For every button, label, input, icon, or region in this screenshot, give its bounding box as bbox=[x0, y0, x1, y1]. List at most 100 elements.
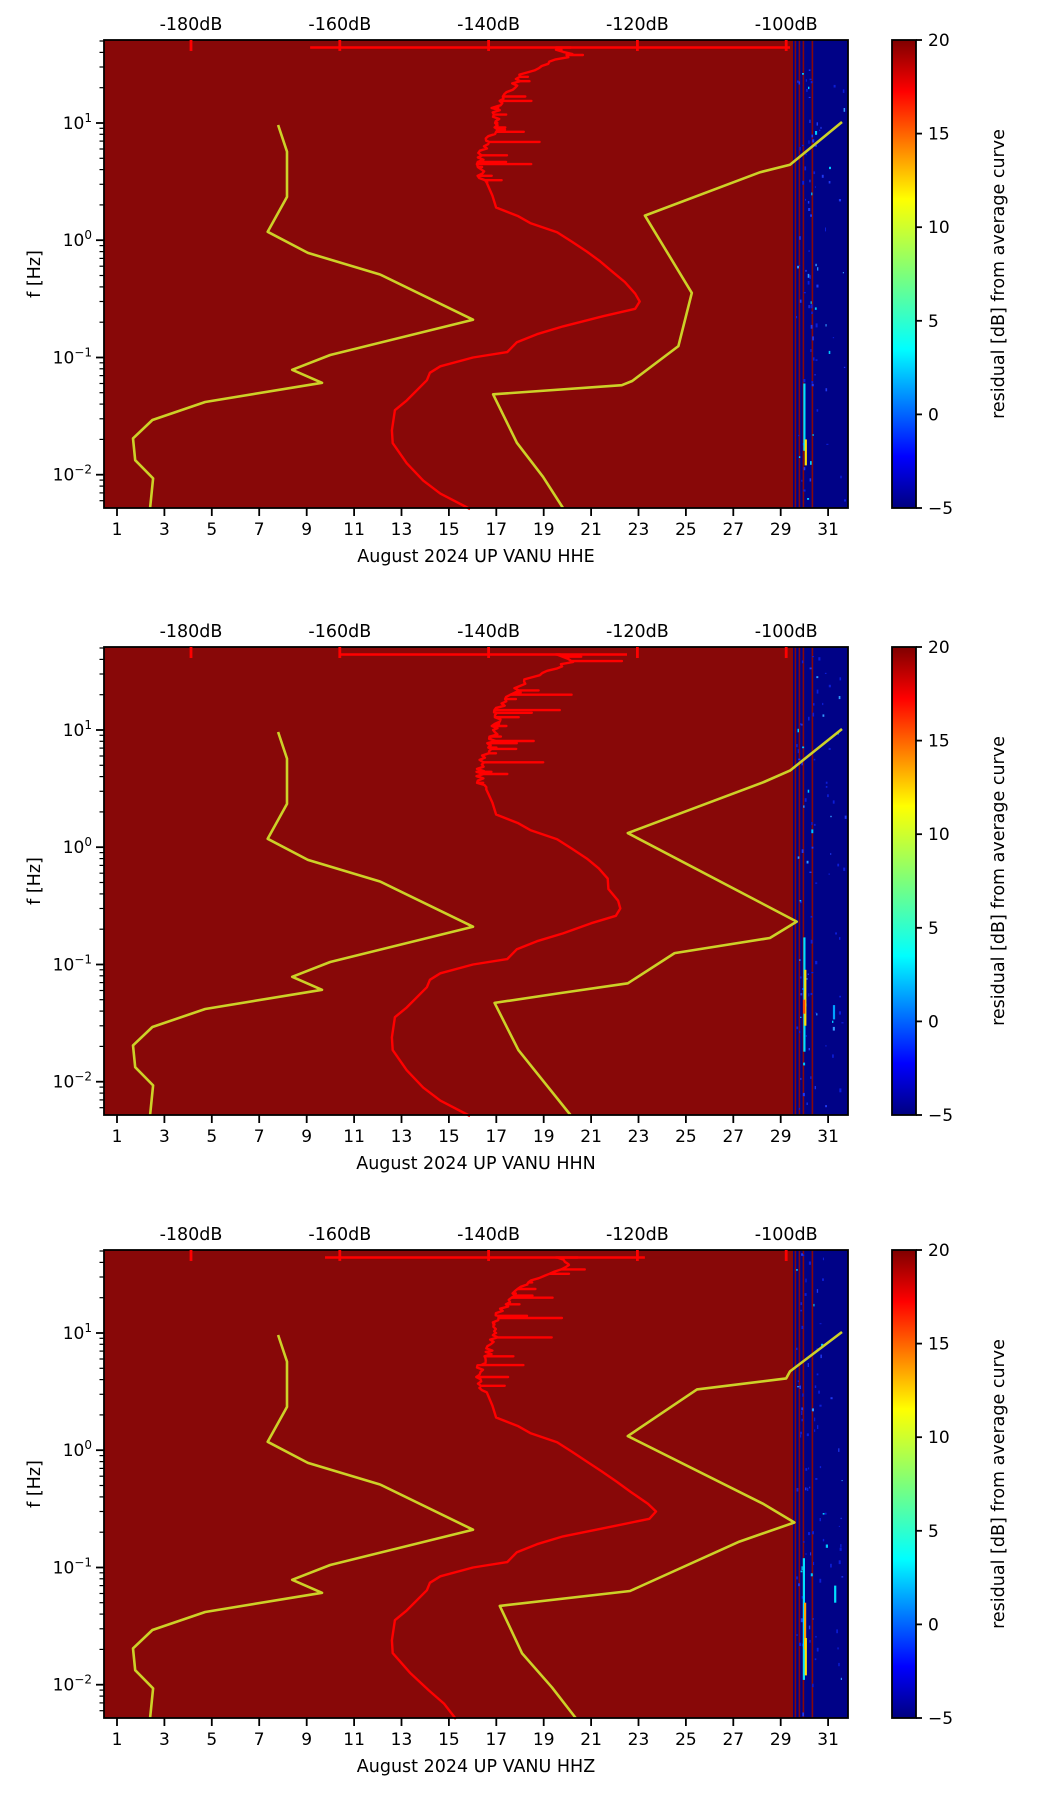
freq-tick-label: 10−1 bbox=[53, 1556, 92, 1579]
day-tick-label: 27 bbox=[722, 520, 744, 540]
band-speck bbox=[816, 284, 819, 288]
colorbar-tick-label: 10 bbox=[928, 1428, 950, 1448]
colorbar-gradient bbox=[892, 1250, 916, 1718]
band-speck bbox=[839, 995, 841, 998]
band-speck bbox=[814, 1658, 817, 1661]
band-speck bbox=[805, 978, 808, 980]
band-speck bbox=[807, 498, 810, 500]
band-speck bbox=[798, 434, 800, 437]
band-speck bbox=[828, 350, 831, 354]
subplot-hhn: -180dB -160dB -140dB -120dB -100dB 1 3 5 7 9 11 13 1… bbox=[0, 607, 1052, 1209]
band-speck bbox=[817, 1425, 819, 1429]
band-speck bbox=[799, 236, 801, 240]
band-speck bbox=[825, 786, 828, 788]
plot-border bbox=[103, 39, 849, 509]
band-speck bbox=[805, 1468, 808, 1471]
band-speck bbox=[808, 86, 810, 90]
band-speck bbox=[809, 78, 812, 81]
band-speck bbox=[796, 316, 798, 319]
band-streak bbox=[804, 969, 807, 1026]
top-db-tick-label: -180dB bbox=[160, 622, 223, 642]
band-speck bbox=[808, 1467, 810, 1470]
band-speck bbox=[808, 305, 810, 309]
band-speck bbox=[816, 676, 819, 679]
colorbar-tick-label: 0 bbox=[928, 405, 939, 425]
band-speck bbox=[815, 131, 818, 135]
band-speck bbox=[819, 1518, 821, 1522]
colorbar-tick-label: 10 bbox=[928, 218, 950, 238]
day-tick-label: 25 bbox=[675, 520, 697, 540]
band-speck bbox=[799, 959, 801, 961]
band-speck bbox=[810, 915, 813, 918]
band-speck bbox=[805, 1035, 807, 1037]
band-speck bbox=[822, 714, 825, 717]
band-speck bbox=[802, 1393, 804, 1397]
day-tick-label: 3 bbox=[159, 1730, 170, 1750]
band-speck bbox=[825, 1544, 828, 1548]
x-axis-label-hhe: August 2024 UP VANU HHE bbox=[357, 547, 595, 567]
band-stripe bbox=[798, 647, 801, 1115]
day-tick-label: 1 bbox=[112, 1127, 123, 1147]
band-speck bbox=[801, 660, 804, 664]
band-speck bbox=[799, 1030, 801, 1034]
top-db-tick-label: -160dB bbox=[308, 15, 371, 35]
y-axis-label: f [Hz] bbox=[25, 250, 45, 298]
day-tick-label: 1 bbox=[112, 520, 123, 540]
band-speck bbox=[799, 900, 802, 902]
band-speck bbox=[828, 873, 830, 875]
band-speck bbox=[808, 1532, 811, 1536]
band-stripe bbox=[802, 1250, 805, 1718]
freq-tick-label: 10−2 bbox=[53, 1070, 92, 1093]
band-speck bbox=[803, 1062, 806, 1066]
band-speck bbox=[844, 499, 846, 502]
band-speck bbox=[807, 280, 810, 285]
band-speck bbox=[844, 815, 847, 819]
band-stripe bbox=[794, 647, 797, 1115]
band-speck bbox=[802, 180, 805, 185]
band-speck bbox=[819, 1466, 822, 1469]
band-speck bbox=[801, 1407, 804, 1411]
band-speck bbox=[819, 1404, 822, 1407]
band-speck bbox=[799, 1642, 802, 1646]
day-tick-label: 15 bbox=[438, 520, 460, 540]
band-speck bbox=[843, 108, 846, 112]
colorbar-tick-label: 20 bbox=[928, 638, 950, 658]
day-tick-label: 25 bbox=[675, 1127, 697, 1147]
freq-tick-label: 10−1 bbox=[53, 346, 92, 369]
freq-tick-label: 100 bbox=[63, 228, 92, 251]
band-speck bbox=[825, 324, 827, 327]
freq-tick-label: 10−2 bbox=[53, 1673, 92, 1696]
colorbar-gradient bbox=[892, 647, 916, 1115]
band-speck bbox=[798, 81, 800, 85]
band-speck bbox=[832, 1054, 834, 1058]
band-speck bbox=[815, 882, 818, 884]
band-speck bbox=[799, 299, 802, 303]
band-speck bbox=[839, 1547, 842, 1551]
band-speck bbox=[822, 1538, 825, 1542]
freq-tick-label: 10−1 bbox=[53, 953, 92, 976]
band-speck bbox=[801, 1411, 803, 1415]
band-stripe bbox=[811, 647, 814, 1115]
band-speck bbox=[822, 702, 824, 706]
band-speck bbox=[825, 227, 826, 232]
colorbar-tick-label: −5 bbox=[928, 1106, 953, 1126]
subplot-hhe: -180dB -160dB -140dB -120dB -100dB 1 3 5 7 9 11 13 1… bbox=[0, 0, 1052, 602]
band-speck bbox=[812, 139, 815, 143]
band-speck bbox=[797, 265, 799, 269]
band-speck bbox=[816, 122, 818, 126]
day-tick-label: 25 bbox=[675, 1730, 697, 1750]
band-speck bbox=[830, 1397, 833, 1400]
band-speck bbox=[814, 186, 816, 188]
plot-background bbox=[104, 1250, 848, 1718]
band-speck bbox=[819, 1323, 822, 1325]
top-db-tick-label: -140dB bbox=[457, 1225, 520, 1245]
band-speck bbox=[810, 1573, 813, 1577]
day-tick-label: 7 bbox=[254, 1127, 265, 1147]
band-speck bbox=[814, 144, 817, 147]
band-speck bbox=[832, 337, 835, 339]
band-speck bbox=[830, 853, 832, 855]
y-axis-label: f [Hz] bbox=[25, 1460, 45, 1508]
band-speck bbox=[809, 275, 811, 279]
band-speck bbox=[839, 937, 841, 940]
